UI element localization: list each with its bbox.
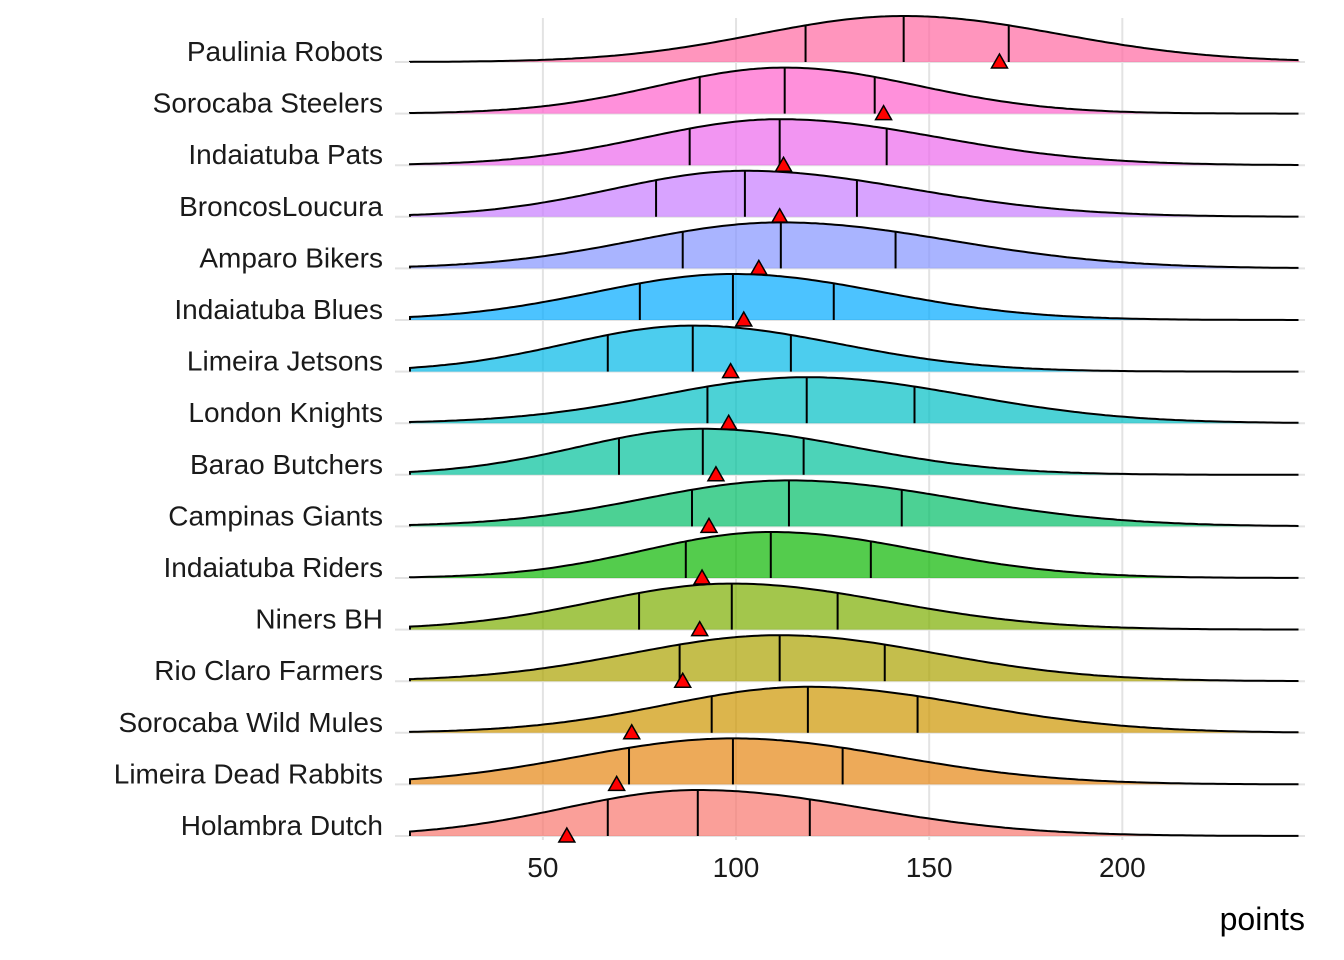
marker-triangle xyxy=(673,671,693,688)
density-line xyxy=(409,582,1299,631)
ridge-campinas-giants: Campinas Giants xyxy=(168,479,1300,534)
density-fill xyxy=(410,119,1300,166)
marker-triangle xyxy=(699,516,719,534)
ridge-limeira-dead-rabbits: Limeira Dead Rabbits xyxy=(114,737,1300,792)
ridge-london-knights: London Knights xyxy=(188,376,1300,430)
density-fill xyxy=(410,170,1300,217)
ridge-indaiatuba-riders: Indaiatuba Riders xyxy=(164,531,1300,585)
y-tick-label: Indaiatuba Pats xyxy=(188,139,383,170)
y-tick-label: Rio Claro Farmers xyxy=(154,655,383,686)
marker-triangle xyxy=(557,826,577,843)
ridge-limeira-jetsons: Limeira Jetsons xyxy=(187,324,1300,379)
density-line xyxy=(409,273,1299,321)
marker-triangle xyxy=(990,52,1009,69)
ridge-indaiatuba-blues: Indaiatuba Blues xyxy=(174,273,1300,327)
ridge-rio-claro-farmers: Rio Claro Farmers xyxy=(154,634,1300,688)
y-tick-label: Amparo Bikers xyxy=(199,242,383,273)
x-axis-title: points xyxy=(1220,901,1305,937)
marker-triangle xyxy=(622,723,642,740)
density-line xyxy=(409,685,1299,734)
density-fill xyxy=(410,222,1300,269)
density-fill xyxy=(410,790,1300,836)
y-tick-label: Indaiatuba Blues xyxy=(174,294,383,325)
density-line xyxy=(409,324,1299,373)
x-tick-label: 150 xyxy=(906,852,953,883)
y-tick-label: Limeira Dead Rabbits xyxy=(114,758,383,789)
y-tick-label: Paulinia Robots xyxy=(187,36,383,67)
ridge-indaiatuba-pats: Indaiatuba Pats xyxy=(188,118,1300,172)
x-axis: 50 100 150 200 xyxy=(527,852,1145,883)
y-tick-label: Indaiatuba Riders xyxy=(164,552,383,583)
density-line xyxy=(409,15,1299,63)
density-fill xyxy=(410,377,1300,424)
x-tick-label: 100 xyxy=(713,852,760,883)
y-tick-label: Limeira Jetsons xyxy=(187,346,383,377)
marker-triangle xyxy=(690,620,710,637)
x-tick-label: 200 xyxy=(1099,852,1146,883)
y-tick-label: Sorocaba Steelers xyxy=(153,88,383,119)
density-fill xyxy=(410,635,1300,682)
density-fill xyxy=(410,67,1300,114)
y-tick-label: London Knights xyxy=(188,397,383,428)
density-line xyxy=(409,479,1299,527)
ridge-broncosloucura: BroncosLoucura xyxy=(179,169,1300,224)
density-fill xyxy=(410,532,1300,578)
density-line xyxy=(409,118,1299,166)
ridge-barao-butchers: Barao Butchers xyxy=(190,427,1300,482)
y-tick-label: BroncosLoucura xyxy=(179,191,383,222)
marker-triangle xyxy=(874,104,893,121)
y-tick-label: Niners BH xyxy=(255,604,383,635)
ridge-sorocaba-steelers: Sorocaba Steelers xyxy=(153,66,1300,121)
density-fill xyxy=(410,738,1300,785)
marker-triangle xyxy=(607,774,626,792)
y-tick-label: Campinas Giants xyxy=(168,500,383,531)
ridge-paulinia-robots: Paulinia Robots xyxy=(187,15,1300,69)
density-line xyxy=(409,427,1299,476)
density-fill xyxy=(410,428,1300,475)
density-line xyxy=(409,66,1299,115)
density-line xyxy=(409,169,1299,218)
y-tick-label: Holambra Dutch xyxy=(181,810,383,841)
density-line xyxy=(409,634,1299,682)
ridge-holambra-dutch: Holambra Dutch xyxy=(181,789,1300,843)
ridge-sorocaba-wild-mules: Sorocaba Wild Mules xyxy=(118,685,1300,740)
y-tick-label: Sorocaba Wild Mules xyxy=(118,707,383,738)
x-tick-label: 50 xyxy=(527,852,558,883)
density-fill xyxy=(410,480,1300,527)
y-tick-label: Barao Butchers xyxy=(190,449,383,480)
marker-triangle xyxy=(734,310,754,327)
marker-triangle xyxy=(721,362,740,379)
density-line xyxy=(409,737,1299,786)
density-line xyxy=(409,789,1299,837)
marker-triangle xyxy=(706,465,726,482)
density-line xyxy=(409,376,1299,424)
ridges: Paulinia Robots Sorocaba Steelers Indaiatu… xyxy=(114,15,1300,843)
density-fill xyxy=(410,325,1300,372)
density-line xyxy=(409,221,1299,269)
ridge-niners-bh: Niners BH xyxy=(255,582,1300,637)
density-fill xyxy=(410,16,1300,62)
density-line xyxy=(409,531,1299,579)
ridge-amparo-bikers: Amparo Bikers xyxy=(199,221,1300,276)
